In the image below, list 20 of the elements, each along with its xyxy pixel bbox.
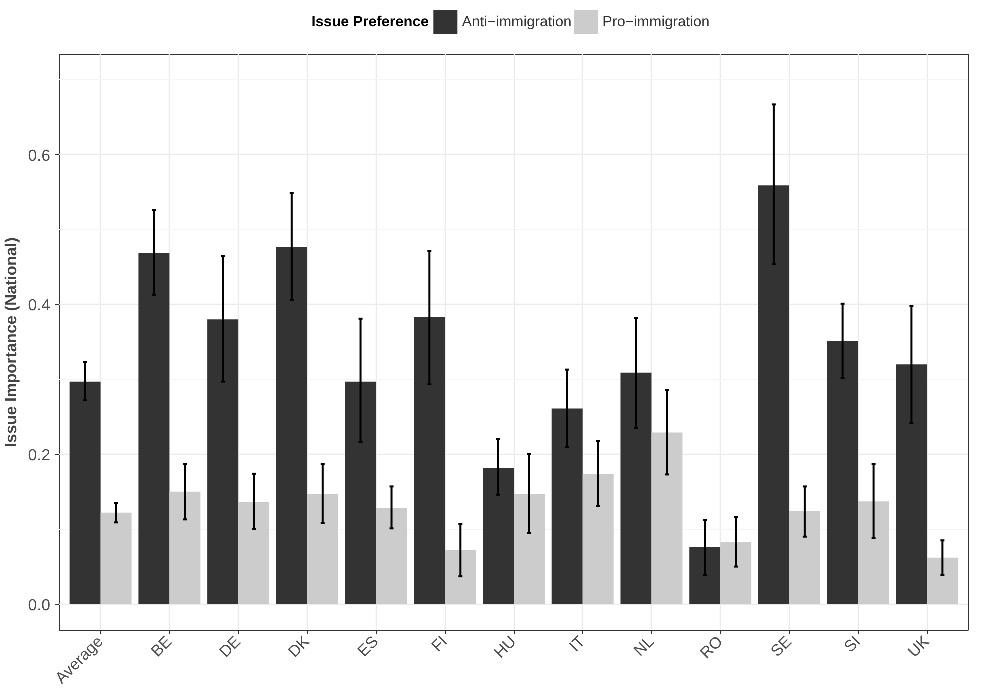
x-tick-label: RO: [698, 633, 727, 662]
x-tick-label: UK: [905, 633, 934, 662]
x-tick-label: SI: [842, 633, 864, 656]
x-tick-label: DK: [286, 633, 314, 662]
legend-title: Issue Preference: [312, 14, 430, 30]
x-tick-label: NL: [631, 633, 658, 660]
x-tick-label: BE: [148, 633, 176, 661]
legend-label: Anti−immigration: [462, 14, 572, 30]
x-tick-label: ES: [355, 633, 382, 661]
x-tick-label: FI: [429, 633, 452, 656]
x-tick-label: DE: [216, 633, 245, 662]
y-tick-label: 0.4: [28, 298, 51, 315]
y-tick-label: 0.2: [28, 447, 51, 464]
x-tick-label: SE: [768, 633, 796, 661]
y-tick-label: 0.6: [28, 148, 51, 165]
y-axis-title: Issue Importance (National): [3, 238, 20, 448]
legend-label: Pro−immigration: [602, 14, 710, 30]
y-tick-label: 0.0: [28, 597, 51, 614]
x-tick-label: IT: [566, 633, 590, 656]
x-tick-label: HU: [492, 633, 520, 662]
